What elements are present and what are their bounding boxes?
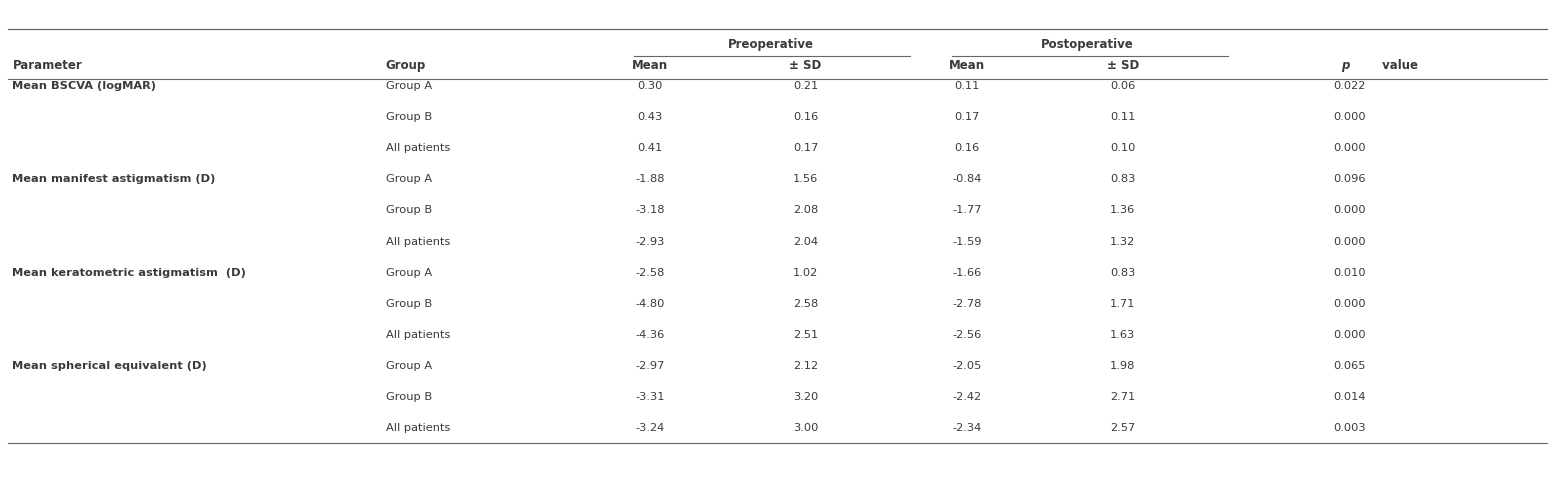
Text: 0.003: 0.003: [1334, 423, 1365, 433]
Text: 0.000: 0.000: [1334, 299, 1365, 309]
Text: 0.000: 0.000: [1334, 206, 1365, 216]
Text: -0.84: -0.84: [953, 174, 981, 185]
Text: Group: Group: [386, 59, 426, 73]
Text: Parameter: Parameter: [12, 59, 82, 73]
Text: 2.51: 2.51: [793, 330, 818, 340]
Text: 0.41: 0.41: [638, 143, 662, 153]
Text: -1.66: -1.66: [953, 268, 981, 278]
Text: -2.97: -2.97: [636, 361, 664, 371]
Text: 3.20: 3.20: [793, 392, 818, 402]
Text: All patients: All patients: [386, 423, 449, 433]
Text: Mean: Mean: [949, 59, 986, 73]
Text: 0.83: 0.83: [1110, 268, 1135, 278]
Text: 0.010: 0.010: [1334, 268, 1365, 278]
Text: 1.71: 1.71: [1110, 299, 1135, 309]
Text: Mean manifest astigmatism (D): Mean manifest astigmatism (D): [12, 174, 216, 185]
Text: p: p: [1340, 59, 1350, 73]
Text: All patients: All patients: [386, 330, 449, 340]
Text: 0.06: 0.06: [1110, 81, 1135, 91]
Text: 0.21: 0.21: [793, 81, 818, 91]
Text: 0.000: 0.000: [1334, 330, 1365, 340]
Text: 0.43: 0.43: [638, 112, 662, 122]
Text: 0.000: 0.000: [1334, 112, 1365, 122]
Text: Preoperative: Preoperative: [728, 38, 813, 51]
Text: 2.57: 2.57: [1110, 423, 1135, 433]
Text: 0.014: 0.014: [1334, 392, 1365, 402]
Text: 1.36: 1.36: [1110, 206, 1135, 216]
Text: -2.93: -2.93: [636, 237, 664, 247]
Text: Group B: Group B: [386, 392, 432, 402]
Text: -2.56: -2.56: [953, 330, 981, 340]
Text: 1.98: 1.98: [1110, 361, 1135, 371]
Text: -1.59: -1.59: [953, 237, 981, 247]
Text: 1.56: 1.56: [793, 174, 818, 185]
Text: 0.16: 0.16: [955, 143, 980, 153]
Text: -2.05: -2.05: [953, 361, 981, 371]
Text: -1.88: -1.88: [636, 174, 664, 185]
Text: Group A: Group A: [386, 81, 432, 91]
Text: -2.78: -2.78: [953, 299, 981, 309]
Text: Group B: Group B: [386, 206, 432, 216]
Text: All patients: All patients: [386, 143, 449, 153]
Text: Mean spherical equivalent (D): Mean spherical equivalent (D): [12, 361, 207, 371]
Text: 0.022: 0.022: [1334, 81, 1365, 91]
Text: 0.17: 0.17: [955, 112, 980, 122]
Text: 2.12: 2.12: [793, 361, 818, 371]
Text: 0.096: 0.096: [1334, 174, 1365, 185]
Text: 0.16: 0.16: [793, 112, 818, 122]
Text: -3.24: -3.24: [636, 423, 664, 433]
Text: 0.30: 0.30: [638, 81, 662, 91]
Text: 3.00: 3.00: [793, 423, 818, 433]
Text: -3.18: -3.18: [636, 206, 664, 216]
Text: 0.17: 0.17: [793, 143, 818, 153]
Text: Mean BSCVA (logMAR): Mean BSCVA (logMAR): [12, 81, 157, 91]
Text: -1.77: -1.77: [953, 206, 981, 216]
Text: 1.32: 1.32: [1110, 237, 1135, 247]
Text: 1.02: 1.02: [793, 268, 818, 278]
Text: Mean: Mean: [631, 59, 669, 73]
Text: 2.08: 2.08: [793, 206, 818, 216]
Text: 0.11: 0.11: [1110, 112, 1135, 122]
Text: Group B: Group B: [386, 299, 432, 309]
Text: 0.000: 0.000: [1334, 143, 1365, 153]
Text: -4.36: -4.36: [636, 330, 664, 340]
Text: 1.63: 1.63: [1110, 330, 1135, 340]
Text: 2.71: 2.71: [1110, 392, 1135, 402]
Text: Mean keratometric astigmatism  (D): Mean keratometric astigmatism (D): [12, 268, 246, 278]
Text: value: value: [1378, 59, 1418, 73]
Text: -2.42: -2.42: [953, 392, 981, 402]
Text: 0.065: 0.065: [1334, 361, 1365, 371]
Text: All patients: All patients: [386, 237, 449, 247]
Text: Postoperative: Postoperative: [1042, 38, 1134, 51]
Text: 2.58: 2.58: [793, 299, 818, 309]
Text: 0.83: 0.83: [1110, 174, 1135, 185]
Text: Group A: Group A: [386, 174, 432, 185]
Text: Group B: Group B: [386, 112, 432, 122]
Text: 0.10: 0.10: [1110, 143, 1135, 153]
Text: -2.58: -2.58: [636, 268, 664, 278]
Text: -4.80: -4.80: [636, 299, 664, 309]
Text: 0.11: 0.11: [955, 81, 980, 91]
Text: Group A: Group A: [386, 361, 432, 371]
Text: ± SD: ± SD: [790, 59, 821, 73]
Text: -3.31: -3.31: [636, 392, 664, 402]
Text: 2.04: 2.04: [793, 237, 818, 247]
Text: ± SD: ± SD: [1107, 59, 1138, 73]
Text: -2.34: -2.34: [953, 423, 981, 433]
Text: 0.000: 0.000: [1334, 237, 1365, 247]
Text: Group A: Group A: [386, 268, 432, 278]
